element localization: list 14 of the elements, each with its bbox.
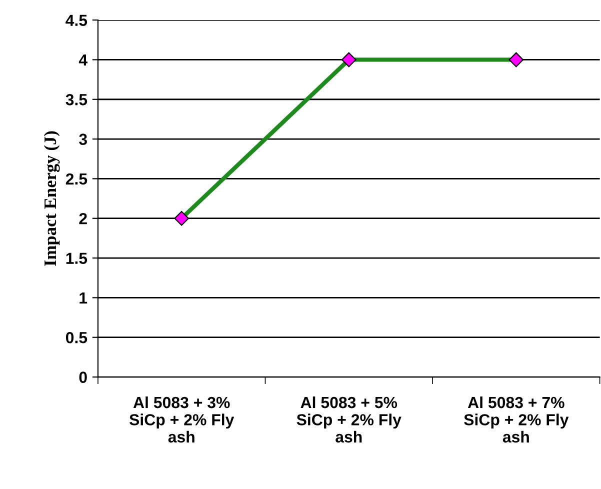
x-tick-label: Al 5083 + 3% SiCp + 2% Fly ash <box>129 396 234 443</box>
y-tick-label: 3.5 <box>66 94 88 106</box>
y-tick-label: 3 <box>79 134 87 146</box>
y-tick-label: 0.5 <box>66 332 88 344</box>
y-tick-label: 2.5 <box>66 173 88 185</box>
y-axis-title: Impact Energy (J) <box>44 131 60 266</box>
y-tick-label: 1 <box>80 292 88 304</box>
y-tick-label: 4.5 <box>66 14 88 26</box>
y-tick-label: 4 <box>78 54 88 66</box>
x-tick-label: Al 5083 + 5% SiCp + 2% Fly ash <box>296 396 402 443</box>
x-tick-label: Al 5083 + 7% SiCp + 2% Fly ash <box>464 396 569 443</box>
y-tick-label: 2 <box>79 213 87 224</box>
y-tick-label: 1.5 <box>66 252 88 264</box>
y-tick-label: 0 <box>79 372 87 383</box>
